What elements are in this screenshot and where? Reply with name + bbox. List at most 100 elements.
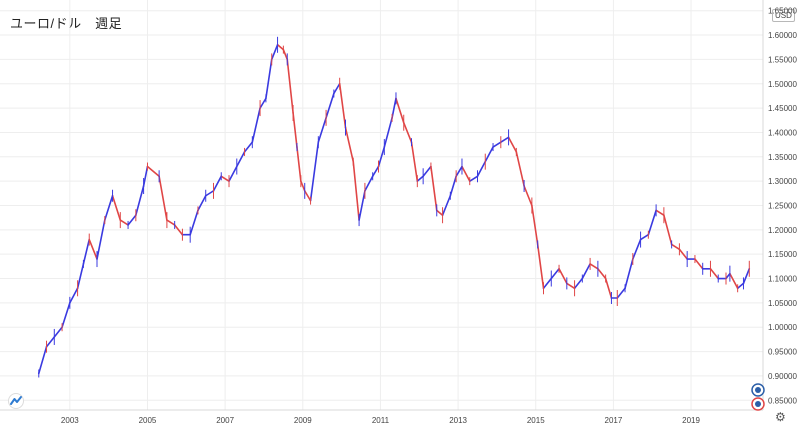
price-segment: [476, 160, 487, 178]
x-tick-label: 2005: [139, 416, 157, 425]
y-tick-label: 1.55000: [768, 55, 797, 64]
x-tick-label: 2011: [372, 416, 390, 425]
price-segment: [639, 233, 650, 241]
price-segment: [616, 287, 626, 299]
price-segment: [243, 141, 254, 153]
price-segment: [119, 219, 129, 226]
dividend-marker-icon[interactable]: [751, 397, 765, 411]
price-segment: [410, 141, 419, 182]
x-tick-label: 2013: [449, 416, 467, 425]
price-segment: [709, 267, 720, 280]
price-segment: [468, 175, 479, 182]
price-segment: [212, 175, 223, 192]
price-segment: [515, 151, 525, 187]
price-segment: [725, 272, 731, 280]
price-segment: [391, 97, 397, 119]
price-segment: [678, 248, 688, 260]
price-segment: [303, 190, 312, 202]
event-marker-icon[interactable]: [751, 383, 765, 397]
price-segment: [76, 263, 85, 290]
y-tick-label: 0.90000: [768, 372, 797, 381]
price-segment: [259, 97, 267, 109]
price-segment: [317, 117, 327, 143]
price-segment: [173, 224, 184, 236]
y-tick-label: 1.40000: [768, 128, 797, 137]
price-segment: [282, 48, 289, 61]
price-segment: [484, 146, 494, 163]
y-tick-label: 1.05000: [768, 299, 797, 308]
price-segment: [670, 243, 681, 251]
price-segment: [286, 58, 294, 114]
price-segment: [344, 126, 355, 163]
price-segment: [383, 117, 393, 148]
price-segment: [663, 214, 673, 246]
price-segment: [461, 165, 471, 182]
y-tick-label: 1.20000: [768, 226, 797, 235]
price-segment: [111, 194, 122, 221]
price-segment: [338, 82, 347, 129]
price-segment: [441, 194, 452, 217]
price-segment: [292, 112, 298, 148]
price-segment: [325, 92, 335, 119]
y-tick-label: 1.30000: [768, 177, 797, 186]
price-segment: [655, 209, 665, 217]
settings-gear-icon[interactable]: ⚙: [775, 410, 786, 424]
price-segment: [45, 336, 56, 348]
price-segment: [251, 107, 261, 143]
price-segment: [422, 165, 432, 178]
x-tick-label: 2019: [682, 416, 700, 425]
x-tick-label: 2003: [61, 416, 79, 425]
price-segment: [103, 194, 114, 221]
grid: [0, 0, 763, 410]
price-segment: [220, 175, 230, 182]
price-segment: [581, 263, 591, 280]
price-segment: [158, 175, 168, 221]
price-segment: [135, 185, 145, 217]
price-segment: [449, 175, 457, 197]
y-tick-label: 1.35000: [768, 153, 797, 162]
price-segment: [333, 82, 341, 95]
price-segment: [127, 214, 137, 226]
price-segment: [430, 165, 438, 212]
y-tick-label: 1.00000: [768, 323, 797, 332]
price-segment: [736, 282, 745, 290]
price-segment: [82, 238, 91, 265]
price-segment: [573, 277, 584, 290]
y-tick-label: 1.65000: [768, 7, 797, 16]
price-segment: [228, 165, 238, 182]
price-segment: [395, 97, 405, 124]
price-segment: [694, 258, 704, 270]
price-segment: [455, 165, 463, 178]
y-tick-label: 0.85000: [768, 396, 797, 405]
currency-badge: USD: [772, 9, 795, 22]
y-tick-label: 1.15000: [768, 250, 797, 259]
price-segment: [300, 180, 306, 192]
y-axis-ticks: 0.85000 0.90000 0.95000 1.00000 1.05000 1.100…: [768, 7, 797, 406]
price-segment: [146, 165, 160, 178]
price-series: [37, 36, 751, 378]
y-tick-label: 0.95000: [768, 348, 797, 357]
price-segment: [235, 151, 246, 168]
y-tick-label: 1.25000: [768, 201, 797, 210]
price-segment: [371, 165, 380, 178]
x-tick-label: 2015: [527, 416, 545, 425]
price-segment: [542, 277, 553, 290]
tradingview-logo-icon[interactable]: [8, 393, 24, 409]
price-segment: [309, 141, 320, 202]
price-segment: [265, 58, 273, 100]
x-tick-label: 2007: [216, 416, 234, 425]
y-tick-label: 1.50000: [768, 80, 797, 89]
price-segment: [558, 267, 568, 285]
price-segment: [61, 302, 71, 329]
y-tick-label: 1.60000: [768, 31, 797, 40]
price-segment: [492, 141, 502, 148]
price-segment: [270, 43, 279, 61]
price-segment: [507, 136, 518, 153]
price-segment: [531, 204, 539, 246]
chart-title: ユーロ/ドル 週足: [10, 16, 123, 31]
price-segment: [189, 209, 199, 236]
price-segment: [624, 258, 634, 290]
price-segment: [358, 190, 366, 221]
price-segment: [729, 272, 739, 290]
